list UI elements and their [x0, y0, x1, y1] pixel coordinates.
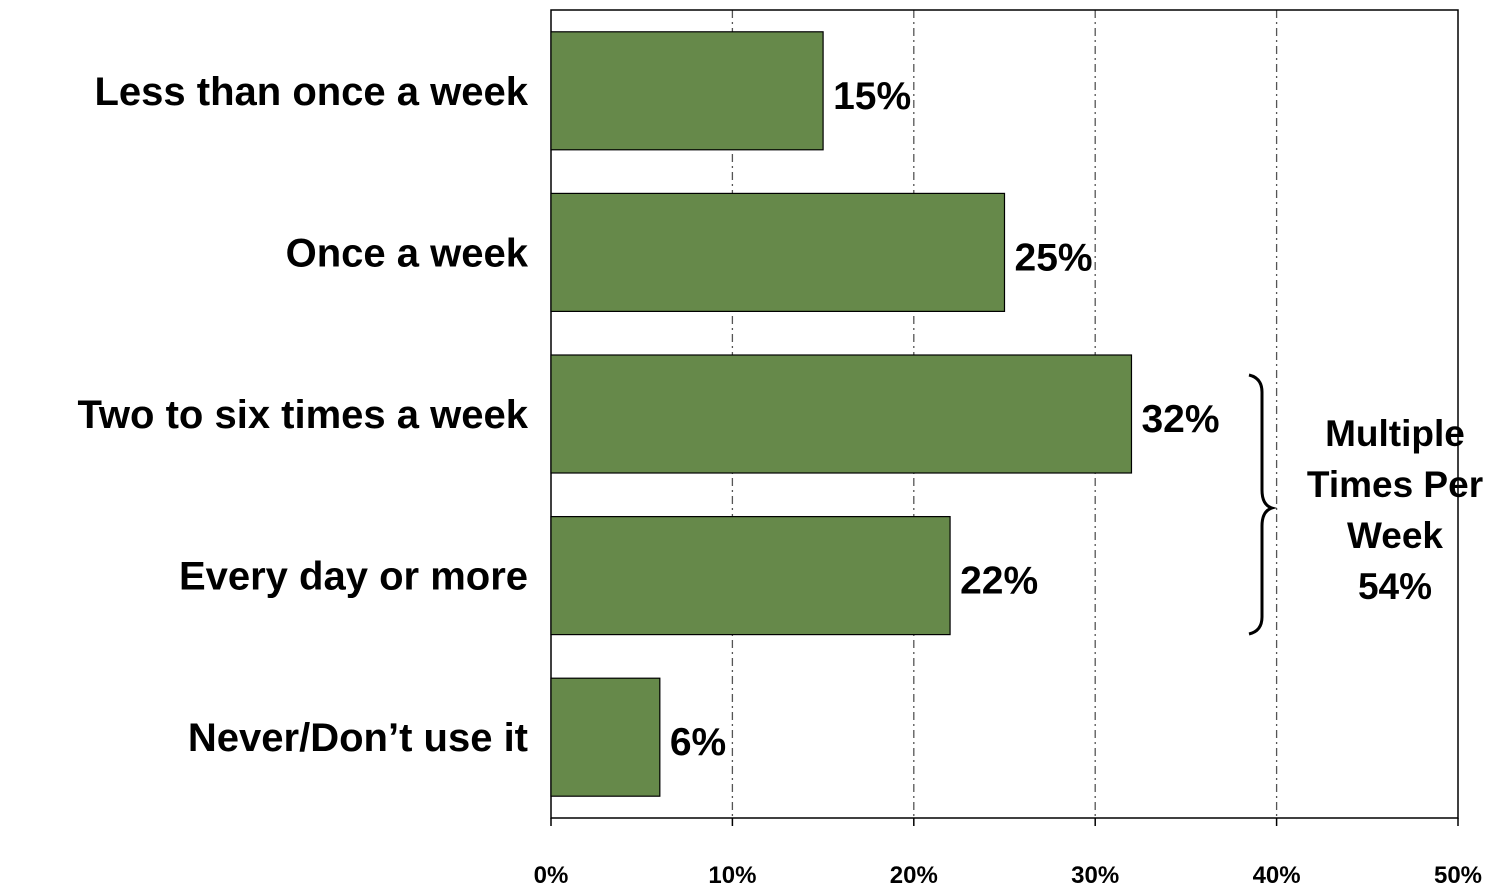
value-label: 25% — [1015, 236, 1093, 279]
bracket-annotation-line-1: Multiple — [1325, 413, 1465, 454]
x-axis: 0% 10% 20% 30% 40% 50% — [534, 818, 1482, 889]
bar — [550, 192, 1006, 312]
bracket-annotation-line-4: 54% — [1358, 566, 1432, 607]
x-tick-label: 10% — [708, 862, 756, 889]
bracket-annotation-line-2: Times Per — [1307, 464, 1483, 505]
value-label: 6% — [670, 721, 726, 764]
bar — [550, 354, 1133, 474]
value-label: 15% — [833, 75, 911, 118]
bar — [550, 677, 661, 797]
bracket-annotation-line-3: Week — [1347, 515, 1443, 556]
value-label: 22% — [960, 560, 1038, 603]
x-tick-label: 50% — [1434, 862, 1482, 889]
x-tick-label: 20% — [890, 862, 938, 889]
category-labels: Less than once a week Once a week Two to s… — [77, 70, 528, 760]
bars — [550, 31, 1133, 797]
value-labels: 15% 25% 32% 22% 6% — [670, 75, 1220, 764]
x-tick-label: 30% — [1071, 862, 1119, 889]
category-label: Less than once a week — [94, 70, 528, 114]
bar — [550, 31, 824, 151]
value-label: 32% — [1141, 398, 1219, 441]
category-label: Once a week — [286, 231, 529, 275]
x-tick-label: 0% — [534, 862, 569, 889]
category-label: Never/Don’t use it — [188, 716, 528, 760]
bracket-annotation: Multiple Times Per Week 54% — [1307, 413, 1483, 607]
curly-bracket — [1248, 373, 1278, 636]
bar — [550, 515, 951, 636]
x-tick-label: 40% — [1253, 862, 1301, 889]
category-label: Two to six times a week — [77, 393, 528, 437]
category-label: Every day or more — [179, 555, 528, 599]
